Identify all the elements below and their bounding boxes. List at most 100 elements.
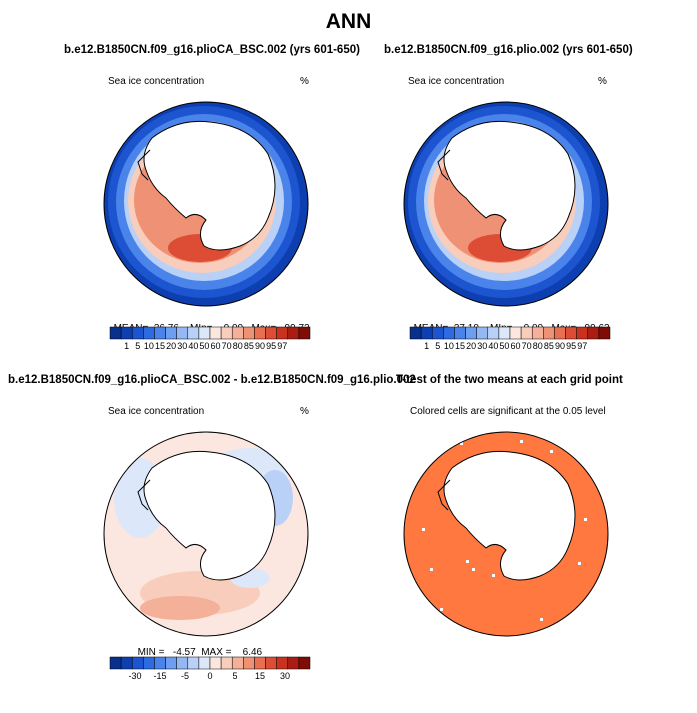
panel2-colorbar-box <box>409 326 422 340</box>
panel3-colorbar-box <box>287 656 300 670</box>
panel3-colorbar-box <box>154 656 166 670</box>
panel1-colorbar-box <box>154 326 166 340</box>
panel2-colorbar-box <box>576 326 589 340</box>
panel2-colorbar-tick: 95 <box>566 341 576 351</box>
panel1-colorbar-tick: 50 <box>199 341 209 351</box>
panel1-colorbar-box <box>265 326 277 340</box>
panel1-colorbar-box <box>187 326 200 340</box>
panel3-title: b.e12.B1850CN.f09_g16.plioCA_BSC.002 - b… <box>8 374 416 386</box>
panel3-colorbar-tick: -5 <box>181 671 189 681</box>
panel1-colorbar-tick: 95 <box>266 341 276 351</box>
panel1-left-label: Sea ice concentration <box>108 76 205 87</box>
panel1-colorbar-box <box>209 326 222 340</box>
panel1-colorbar-tick: 97 <box>277 341 287 351</box>
panel3-colorbar-box <box>176 656 189 670</box>
panel3-map-border <box>103 431 309 637</box>
panel1-colorbar: 1 5 10 15 20 30 40 50 60 70 80 85 90 95 97 <box>109 326 311 351</box>
panel3-colorbar-box <box>198 656 211 670</box>
panel1-colorbar-tick: 40 <box>188 341 198 351</box>
panel1-colorbar-box <box>198 326 211 340</box>
panel2-colorbar-box <box>420 326 433 340</box>
panel1-colorbar-tick: 70 <box>222 341 232 351</box>
panel3-units: % <box>300 406 309 417</box>
panel2-colorbar-box <box>598 326 611 340</box>
panel2-colorbar: 1 5 10 15 20 30 40 50 60 70 80 85 90 95 97 <box>409 326 611 351</box>
panel1-colorbar-box <box>176 326 189 340</box>
panel3-peninsula <box>137 479 151 511</box>
panel3-colorbar-tick: 5 <box>232 671 237 681</box>
panel1-colorbar-box <box>165 326 177 340</box>
panel2-colorbar-box <box>543 326 555 340</box>
panel2-colorbar-tick: 15 <box>455 341 465 351</box>
panel3-colorbar-box <box>298 656 311 670</box>
panel1-colorbar-box <box>131 326 144 340</box>
panel2-colorbar-box <box>554 326 566 340</box>
panel4-peninsula <box>437 479 451 511</box>
panel4-insignificant-cells <box>422 440 587 621</box>
panel2-colorbar-tick: 80 <box>533 341 543 351</box>
panel2-colorbar-box <box>465 326 477 340</box>
panel3-colorbar-box <box>143 656 155 670</box>
panel2-colorbar-tick: 30 <box>477 341 487 351</box>
panel3-antarctica-land <box>143 450 276 581</box>
panel3-colorbar-box <box>165 656 177 670</box>
panel3-colorbar-tick: 15 <box>255 671 265 681</box>
panel1-map-border <box>103 101 309 307</box>
panel2-map <box>403 101 609 307</box>
panel1-colorbar-box <box>298 326 311 340</box>
panel2-colorbar-tick: 10 <box>444 341 454 351</box>
panel3-colorbar-box <box>220 656 233 670</box>
panel2-colorbar-tick: 40 <box>488 341 498 351</box>
panel2-colorbar-box <box>498 326 511 340</box>
panel1-colorbar-tick: 1 <box>124 341 129 351</box>
panel1-colorbar-box <box>243 326 255 340</box>
panel2-colorbar-tick: 60 <box>511 341 521 351</box>
panel1-antarctica-land <box>143 120 276 251</box>
panel2-colorbar-tick: 70 <box>522 341 532 351</box>
panel2-colorbar-tick: 85 <box>544 341 554 351</box>
panel2-colorbar-tick: 90 <box>555 341 565 351</box>
panel1-colorbar-tick: 60 <box>211 341 221 351</box>
panel1-colorbar-tick: 85 <box>244 341 254 351</box>
panel3-colorbar-tick: -15 <box>153 671 166 681</box>
panel2-colorbar-box <box>565 326 577 340</box>
panel3-diff-patch <box>140 596 220 620</box>
panel1-colorbar-tick: 15 <box>155 341 165 351</box>
panel4-map-border <box>403 431 609 637</box>
panel2-colorbar-tick: 20 <box>466 341 476 351</box>
panel3-colorbar-box <box>254 656 266 670</box>
panel2-colorbar-box <box>509 326 522 340</box>
panel3-colorbar-box <box>243 656 255 670</box>
panel1-colorbar-box <box>287 326 300 340</box>
panel2-map-border <box>403 101 609 307</box>
panel1-peninsula <box>137 149 151 181</box>
panel3-colorbar-box <box>120 656 133 670</box>
panel2-title: b.e12.B1850CN.f09_g16.plio.002 (yrs 601-… <box>384 44 633 56</box>
panel2-colorbar-box <box>531 326 544 340</box>
panel1-colorbar-box <box>220 326 233 340</box>
panel3-colorbar-box <box>109 656 122 670</box>
panel2-colorbar-box <box>520 326 533 340</box>
panel2-colorbar-tick: 1 <box>424 341 429 351</box>
panel3-map <box>103 431 309 637</box>
panel1-map <box>103 101 309 307</box>
panel3-colorbar-tick: 0 <box>207 671 212 681</box>
panel3-colorbar-box <box>187 656 200 670</box>
panel3-colorbar-box <box>265 656 277 670</box>
panel2-colorbar-box <box>587 326 600 340</box>
panel2-left-label: Sea ice concentration <box>408 76 505 87</box>
panel1-colorbar-box <box>109 326 122 340</box>
panel2-peninsula <box>437 149 451 181</box>
panel2-antarctica-land <box>443 120 576 251</box>
panel2-units: % <box>598 76 607 87</box>
panel2-colorbar-box <box>431 326 444 340</box>
panel4-title: T-test of the two means at each grid poi… <box>396 374 623 386</box>
panel4-map <box>403 431 609 637</box>
panel2-colorbar-tick: 97 <box>577 341 587 351</box>
panel2-colorbar-box <box>476 326 489 340</box>
panel3-colorbar-box <box>231 656 244 670</box>
panel2-colorbar-tick: 5 <box>435 341 440 351</box>
panel1-colorbar-tick: 30 <box>177 341 187 351</box>
panel1-title: b.e12.B1850CN.f09_g16.plioCA_BSC.002 (yr… <box>64 44 360 56</box>
panel2-colorbar-box <box>454 326 466 340</box>
